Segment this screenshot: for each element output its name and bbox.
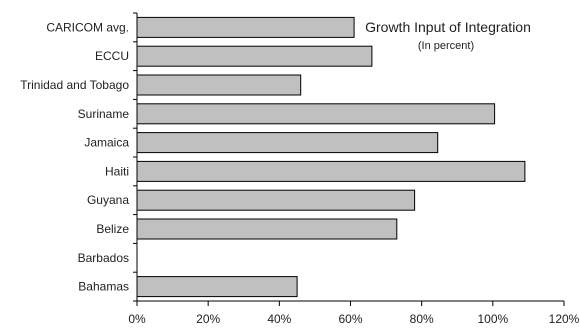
category-label: Jamaica xyxy=(84,136,129,150)
category-label: Barbados xyxy=(78,251,129,265)
category-labels: CARICOM avg. ECCU Trinidad and Tobago Surin… xyxy=(20,20,129,293)
category-label: Suriname xyxy=(78,107,130,121)
x-tick-label: 100% xyxy=(477,312,508,326)
bar-trinidad-and-tobago xyxy=(136,74,302,96)
category-label: ECCU xyxy=(95,49,129,63)
bar-bahamas xyxy=(136,276,298,298)
x-tick-label: 20% xyxy=(196,312,220,326)
x-tick-label: 0% xyxy=(128,312,146,326)
x-tick-label: 40% xyxy=(267,312,291,326)
category-label: Haiti xyxy=(105,164,129,178)
x-tick-label: 120% xyxy=(549,312,580,326)
category-label: Bahamas xyxy=(78,280,129,294)
x-tick-label: 80% xyxy=(410,312,434,326)
chart-subtitle: (In percent) xyxy=(418,40,474,52)
category-label: Guyana xyxy=(87,193,129,207)
bar-guyana xyxy=(136,189,416,211)
x-axis-ticks: 0% 20% 40% 60% 80% 100% 120% xyxy=(128,12,580,326)
category-label: Belize xyxy=(96,222,129,236)
bar-suriname xyxy=(136,103,496,125)
bar-belize xyxy=(136,218,398,240)
x-tick-label: 60% xyxy=(338,312,362,326)
bar-haiti xyxy=(136,160,526,182)
bar-jamaica xyxy=(136,132,439,154)
bar-eccu xyxy=(136,45,373,67)
axes xyxy=(136,13,564,302)
chart-title: Growth Input of Integration xyxy=(365,19,531,35)
bar-caricom-avg xyxy=(136,16,355,38)
category-label: Trinidad and Tobago xyxy=(20,78,129,92)
bars-group xyxy=(136,16,526,298)
category-label: CARICOM avg. xyxy=(46,20,129,34)
